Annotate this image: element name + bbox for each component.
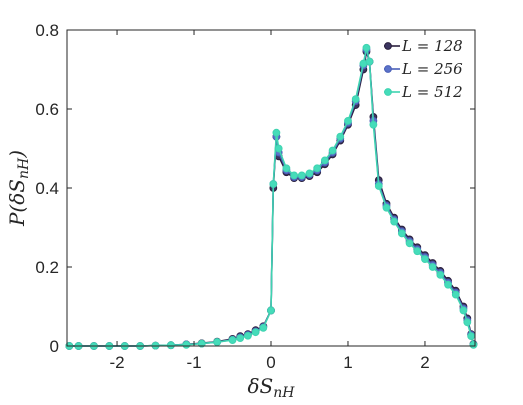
data-point — [397, 229, 406, 238]
data-point — [351, 95, 360, 104]
x-axis-label: δSnH — [248, 374, 296, 401]
data-point — [244, 331, 252, 340]
data-point — [236, 334, 245, 343]
data-point — [197, 339, 206, 348]
data-point — [451, 290, 460, 299]
data-point — [290, 171, 298, 180]
data-point — [267, 306, 275, 315]
data-point — [374, 182, 383, 190]
data-point — [444, 280, 452, 289]
legend: L = 128 L = 256 L = 512 — [384, 37, 463, 101]
x-tick-label: -1 — [186, 353, 201, 372]
data-point — [382, 203, 391, 212]
data-point — [469, 340, 478, 349]
svg-text:δSnH: δSnH — [248, 374, 296, 401]
data-point — [305, 169, 314, 178]
svg-text:P(δSnH): P(δSnH) — [5, 150, 32, 227]
data-point — [421, 255, 429, 264]
data-point — [228, 336, 237, 344]
y-tick-label: 0 — [50, 337, 59, 356]
data-point — [272, 128, 281, 137]
y-tick-label: 0.8 — [35, 21, 59, 40]
y-tick-label: 0.4 — [35, 179, 59, 198]
series-layer — [65, 43, 478, 350]
data-point — [365, 57, 374, 66]
legend-item: L = 128 — [384, 37, 463, 55]
data-point — [413, 247, 422, 256]
data-point — [463, 318, 472, 327]
x-tick-label: -2 — [109, 353, 124, 372]
data-point — [390, 217, 399, 226]
data-point — [274, 144, 283, 153]
x-tick-label: 1 — [343, 353, 352, 372]
data-point — [297, 171, 306, 180]
legend-marker — [384, 42, 392, 50]
data-point — [313, 164, 322, 173]
data-point — [336, 132, 345, 141]
legend-marker — [384, 88, 392, 96]
y-axis-label: P(δSnH) — [5, 150, 32, 227]
data-point — [428, 263, 437, 271]
legend-label: L = 128 — [401, 37, 463, 55]
x-tick-label: 0 — [266, 353, 275, 372]
data-point — [182, 340, 191, 349]
data-point — [213, 338, 222, 346]
data-point — [436, 271, 445, 279]
data-point — [251, 328, 260, 337]
data-point — [269, 180, 278, 188]
y-tick-label: 0.2 — [35, 258, 59, 277]
data-point — [259, 323, 268, 332]
data-point — [467, 332, 476, 341]
legend-item: L = 512 — [384, 83, 463, 101]
legend-label: L = 512 — [401, 83, 463, 101]
ticks-layer: -2 -1 0 1 2 0 0.2 0.4 0.6 0.8 — [35, 21, 475, 372]
y-tick-label: 0.6 — [35, 100, 59, 119]
legend-item: L = 256 — [384, 60, 463, 78]
data-point — [282, 164, 291, 173]
legend-marker — [384, 65, 392, 73]
data-point — [459, 306, 468, 315]
series-3 — [65, 43, 478, 350]
data-point — [328, 146, 337, 155]
legend-label: L = 256 — [401, 60, 463, 78]
data-point — [362, 43, 371, 52]
data-point — [167, 341, 175, 350]
data-point — [405, 239, 414, 248]
data-point — [369, 120, 378, 129]
x-tick-label: 2 — [420, 353, 429, 372]
data-point — [320, 156, 329, 165]
data-point — [344, 116, 352, 125]
